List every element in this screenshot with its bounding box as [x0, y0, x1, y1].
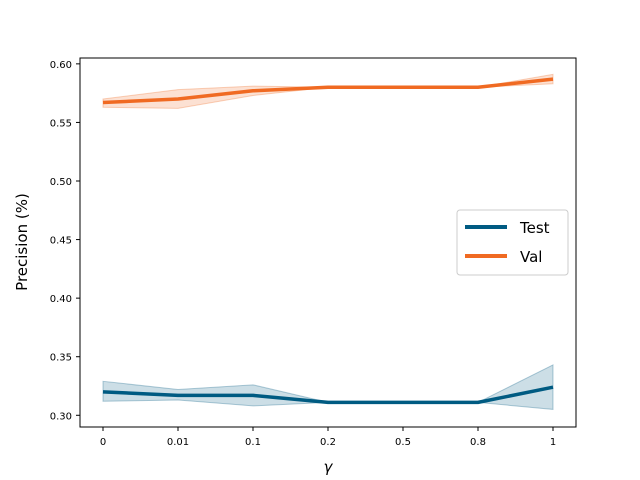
confidence-bands: [102, 73, 554, 410]
legend-label-val: Val: [520, 248, 542, 266]
legend-box: [456, 209, 569, 276]
x-tick-label: 0.5: [395, 437, 411, 448]
y-tick-label: 0.50: [50, 177, 72, 188]
y-tick-label: 0.30: [50, 411, 72, 422]
x-tick-label: 0: [100, 437, 106, 448]
series-lines: [102, 77, 554, 405]
y-tick-label: 0.55: [50, 118, 72, 129]
x-tick-label: 0.2: [320, 437, 336, 448]
y-tick-label: 0.60: [50, 60, 72, 71]
x-axis-ticks: 0 0.01 0.1 0.2 0.5 0.8 1: [100, 427, 556, 448]
x-tick-label: 0.01: [167, 437, 189, 448]
y-tick-label: 0.40: [50, 294, 72, 305]
legend-label-test: Test: [519, 219, 550, 237]
y-axis-ticks: 0.30 0.35 0.40 0.45 0.50 0.55 0.60: [50, 60, 80, 422]
y-tick-label: 0.45: [50, 236, 72, 247]
band-test: [102, 364, 554, 410]
y-axis-title: Precision (%): [13, 193, 31, 291]
y-tick-label: 0.35: [50, 353, 72, 364]
x-tick-label: 0.8: [470, 437, 486, 448]
x-axis-title: γ: [324, 458, 334, 476]
series-line-val: [102, 77, 554, 105]
series-line-test: [102, 385, 554, 405]
x-tick-label: 0.1: [245, 437, 261, 448]
legend: Test Val: [456, 209, 569, 276]
x-tick-label: 1: [550, 437, 556, 448]
band-val: [102, 73, 554, 109]
